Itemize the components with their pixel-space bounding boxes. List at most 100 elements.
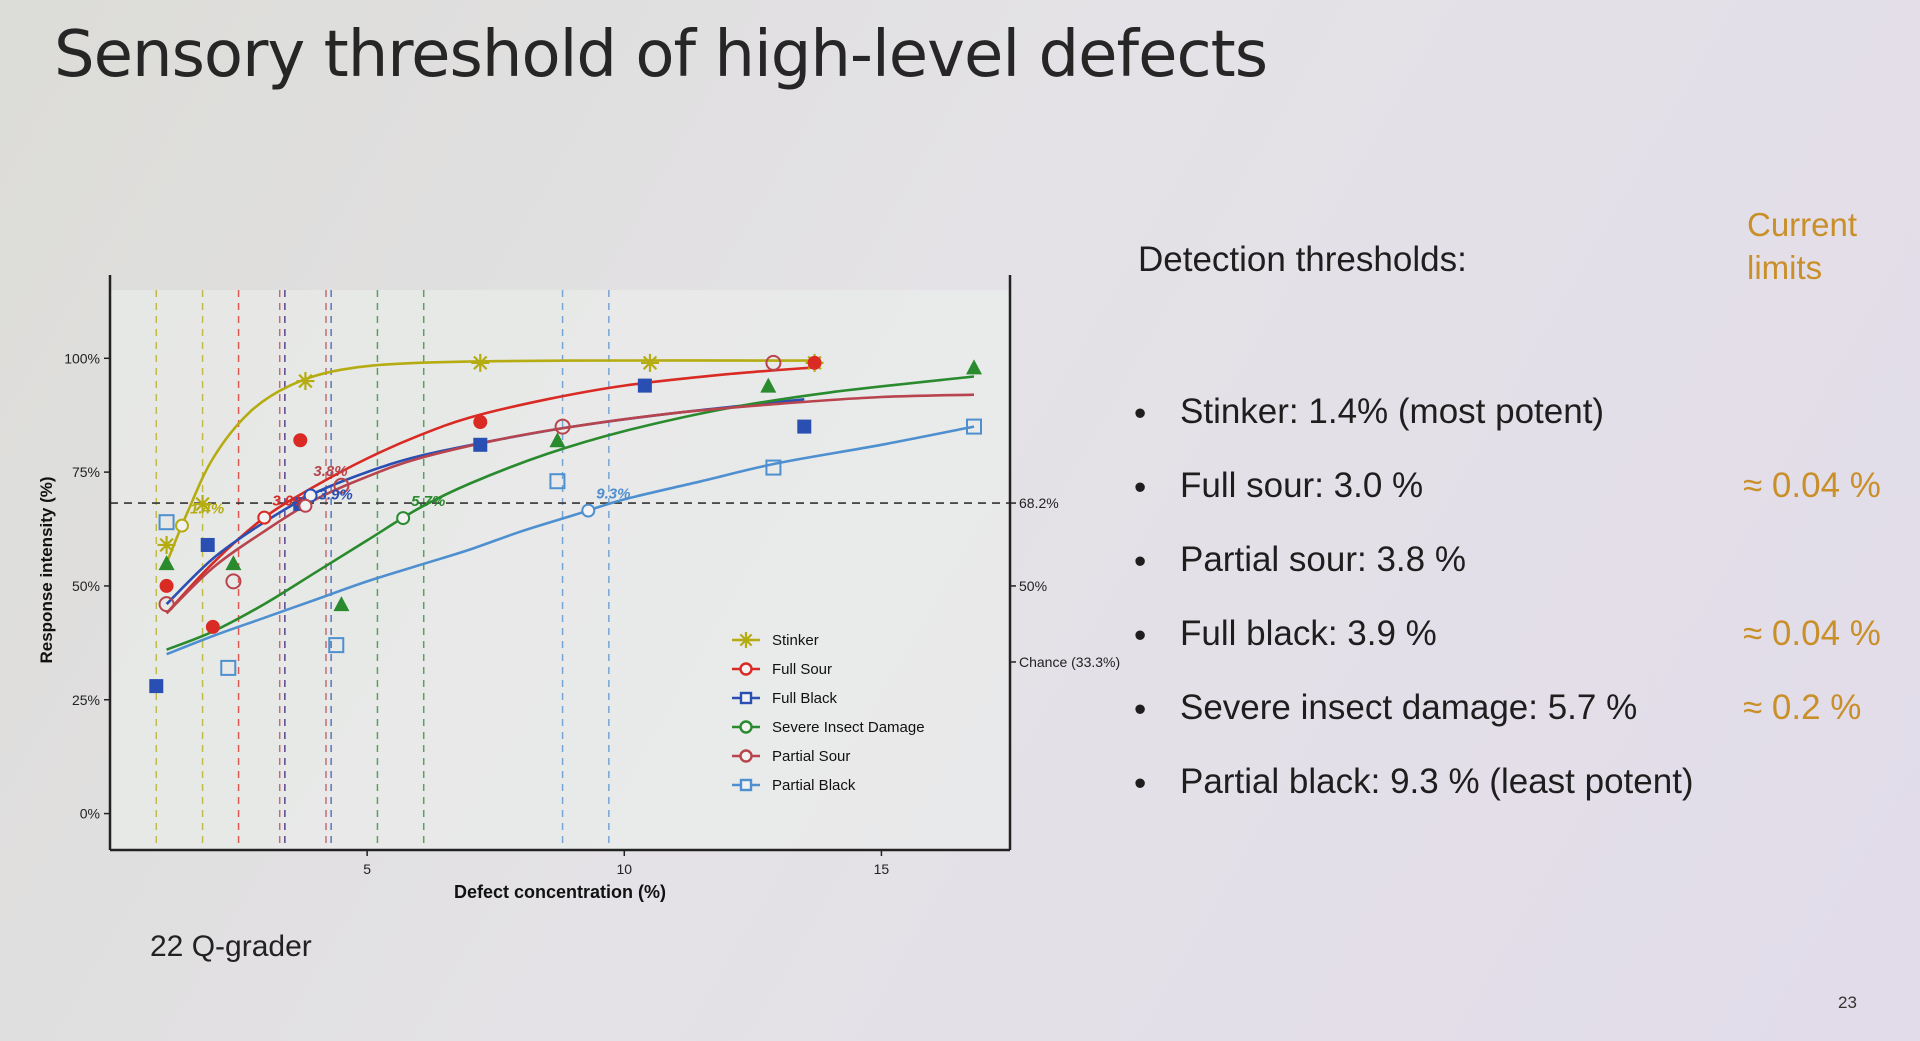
legend-marker-full-black — [739, 691, 753, 705]
point-partial-black — [158, 514, 175, 531]
threshold-marker-partial-black — [581, 503, 596, 518]
current-limit-value: ≈ 0.2 % — [1743, 688, 1862, 727]
right-tick-label: 68.2% — [1019, 495, 1059, 511]
curve-stinker — [165, 359, 815, 564]
x-axis-label: Defect concentration (%) — [454, 882, 666, 902]
axes: 0% 25% 50% 75% 100% 5 10 15 68.2% 50% Chance (33.3… — [37, 275, 1120, 902]
point-stinker — [296, 372, 315, 391]
slide-title: Sensory threshold of high-level defects — [54, 18, 1268, 92]
point-stinker — [641, 353, 659, 372]
threshold-text: Full sour: 3.0 % — [1180, 466, 1424, 505]
threshold-lines — [155, 290, 610, 850]
threshold-item-stinker: • Stinker: 1.4% (most potent) — [1120, 392, 1900, 442]
grader-count-note: 22 Q-grader — [150, 930, 312, 963]
point-partial-black — [765, 459, 782, 476]
legend-marker-full-sour — [739, 662, 753, 676]
point-partial-black — [549, 473, 566, 490]
y-tick-label: 100% — [64, 350, 100, 366]
detection-thresholds-heading: Detection thresholds: — [1138, 240, 1467, 279]
point-full-black — [149, 679, 164, 694]
point-partial-sour — [225, 573, 242, 590]
threshold-label-severe-insect-damage: 5.7% — [411, 493, 445, 510]
threshold-labels: 1.4% 3.0% 3.9% 5.7% 3.8% 9.3% — [175, 463, 630, 533]
curve-severe-insect-damage — [166, 375, 975, 651]
right-tick-label: Chance (33.3%) — [1019, 654, 1120, 670]
legend-marker-partial-black — [739, 778, 753, 792]
point-partial-sour — [333, 477, 350, 494]
point-full-sour — [205, 619, 220, 634]
threshold-text: Partial black: 9.3 % (least potent) — [1180, 762, 1694, 801]
legend-marker-partial-sour — [739, 749, 753, 763]
legend-marker-severe-insect-damage — [739, 720, 753, 734]
legend-marker-stinker — [738, 632, 754, 648]
threshold-item-partial-black: • Partial black: 9.3 % (least potent) — [1120, 762, 1900, 812]
y-tick-label: 50% — [72, 578, 100, 594]
point-partial-sour — [554, 418, 571, 435]
bullet-icon: • — [1134, 764, 1147, 803]
x-tick-label: 5 — [363, 861, 371, 877]
current-limits-heading-line: Current — [1747, 206, 1858, 243]
page-number: 23 — [1838, 993, 1857, 1012]
threshold-label-partial-black: 9.3% — [596, 486, 630, 503]
point-full-black — [200, 537, 215, 552]
chart: 1.4% 3.0% 3.9% 5.7% 3.8% 9.3% 0% 25% 50% 75% 100%… — [37, 275, 1120, 902]
curve-partial-sour — [165, 393, 975, 615]
threshold-text: Severe insect damage: 5.7 % — [1180, 688, 1638, 727]
threshold-label-full-sour: 3.0% — [272, 493, 306, 510]
legend-label-partial-black: Partial Black — [772, 777, 856, 794]
legend-label-stinker: Stinker — [772, 632, 819, 649]
bullet-icon: • — [1134, 468, 1147, 507]
legend-label-severe-insect-damage: Severe Insect Damage — [772, 719, 925, 736]
bullet-icon: • — [1134, 616, 1147, 655]
threshold-marker-severe-insect-damage — [396, 511, 411, 526]
point-severe-insect-damage — [760, 377, 777, 393]
fitted-curves — [165, 359, 975, 656]
curve-full-sour — [165, 366, 815, 615]
chart-legend: Stinker Full Sour Full Black Severe Insect … — [732, 632, 925, 794]
threshold-label-partial-sour: 3.8% — [313, 463, 347, 480]
legend-label-partial-sour: Partial Sour — [772, 748, 850, 765]
point-full-black — [797, 419, 812, 434]
bullet-icon: • — [1134, 394, 1147, 433]
detection-thresholds-panel: Detection thresholds: Current limits • S… — [1120, 0, 1900, 1041]
threshold-text: Full black: 3.9 % — [1180, 614, 1437, 653]
threshold-item-full-black: • Full black: 3.9 % ≈ 0.04 % — [1120, 614, 1900, 664]
y-tick-label: 25% — [72, 692, 100, 708]
threshold-marker-full-sour — [257, 510, 272, 525]
threshold-item-full-sour: • Full sour: 3.0 % ≈ 0.04 % — [1120, 466, 1900, 516]
threshold-text: Stinker: 1.4% (most potent) — [1180, 392, 1605, 431]
bullet-icon: • — [1134, 690, 1147, 729]
plot-background — [110, 290, 1010, 850]
point-full-sour — [293, 433, 308, 448]
x-tick-label: 15 — [874, 861, 890, 877]
legend-label-full-black: Full Black — [772, 690, 838, 707]
point-severe-insect-damage — [549, 432, 566, 448]
current-limits-heading-line: limits — [1747, 249, 1823, 286]
point-full-sour — [473, 415, 488, 430]
threshold-item-severe-insect-damage: • Severe insect damage: 5.7 % ≈ 0.2 % — [1120, 688, 1900, 738]
point-full-black — [473, 437, 488, 452]
point-stinker — [157, 535, 176, 554]
point-partial-black — [220, 659, 237, 676]
point-severe-insect-damage — [225, 555, 242, 571]
y-tick-label: 75% — [72, 464, 100, 480]
threshold-label-stinker: 1.4% — [190, 501, 224, 518]
point-full-black — [637, 378, 652, 393]
point-full-sour — [159, 578, 174, 593]
point-severe-insect-damage — [966, 359, 982, 375]
curve-partial-black — [166, 425, 975, 656]
legend-label-full-sour: Full Sour — [772, 661, 832, 678]
point-stinker — [471, 353, 490, 372]
point-stinker — [193, 494, 212, 513]
point-partial-black — [966, 418, 982, 435]
x-tick-label: 10 — [616, 861, 632, 877]
data-points — [149, 353, 982, 694]
current-limits-heading: Current limits — [1747, 203, 1897, 289]
threshold-text: Partial sour: 3.8 % — [1180, 540, 1466, 579]
right-tick-label: 50% — [1019, 578, 1047, 594]
point-partial-sour — [765, 354, 782, 371]
point-partial-black — [328, 637, 345, 654]
point-severe-insect-damage — [158, 555, 175, 571]
point-partial-sour — [158, 596, 175, 613]
y-tick-label: 0% — [80, 806, 100, 822]
